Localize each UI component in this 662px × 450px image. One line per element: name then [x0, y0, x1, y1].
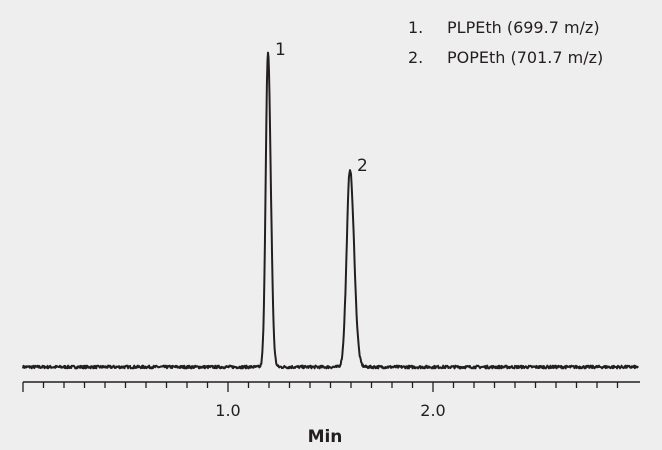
x-axis-title: Min — [308, 427, 343, 447]
chromatogram-trace — [22, 51, 639, 370]
legend-entry-1: PLPEth (699.7 m/z) — [447, 18, 600, 37]
peak-label-2: 2 — [357, 156, 368, 176]
x-tick-label-2: 2.0 — [420, 401, 445, 420]
legend-entry-2: POPEth (701.7 m/z) — [447, 48, 603, 67]
legend-number-2: 2. — [408, 48, 423, 67]
peak-label-1: 1 — [275, 40, 286, 60]
x-tick-label-1: 1.0 — [215, 401, 240, 420]
x-axis-ticks — [22, 382, 619, 392]
legend: 1. PLPEth (699.7 m/z) 2. POPEth (701.7 m… — [408, 18, 603, 67]
legend-number-1: 1. — [408, 18, 423, 37]
